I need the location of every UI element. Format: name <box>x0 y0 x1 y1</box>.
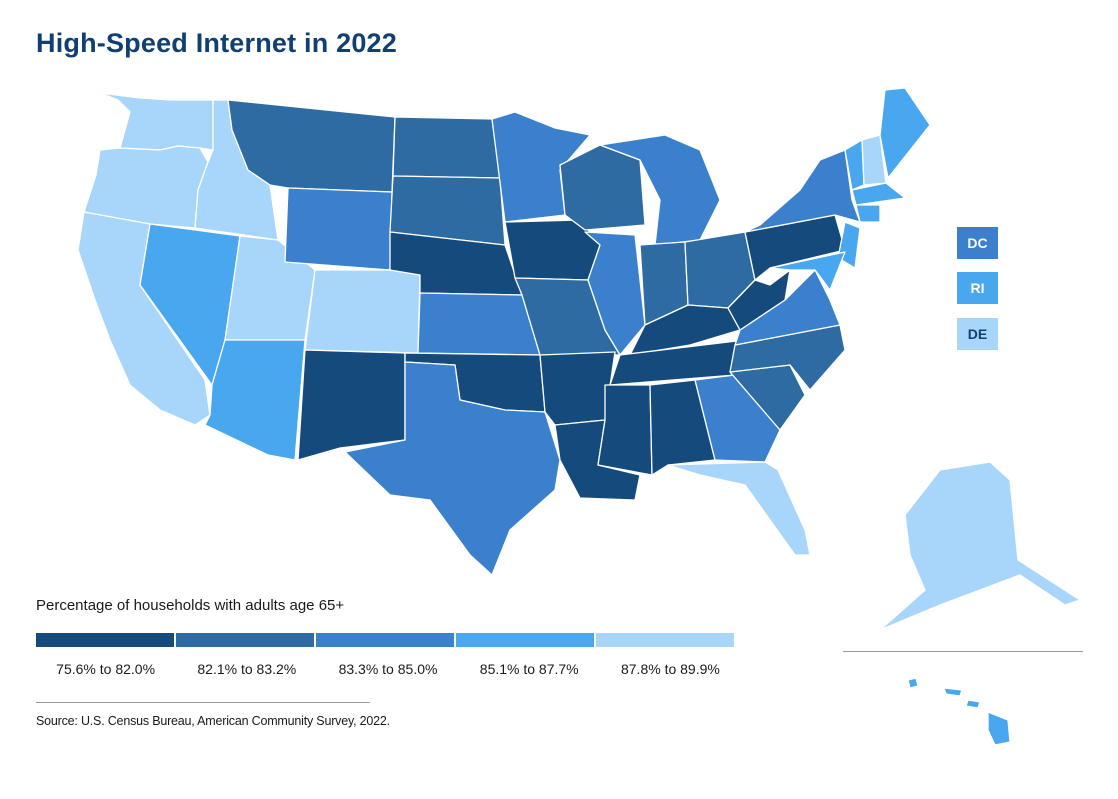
state-ks <box>417 292 541 356</box>
source-note: Source: U.S. Census Bureau, American Com… <box>36 714 390 728</box>
ri-label: RI <box>970 280 985 296</box>
legend-swatch-1 <box>36 633 174 647</box>
legend-swatch-3 <box>316 633 454 647</box>
dc-label: DC <box>967 235 988 251</box>
state-mn <box>491 111 591 223</box>
de-marker: DE <box>957 318 998 350</box>
state-ga <box>694 374 781 463</box>
state-wa <box>99 92 214 151</box>
de-label: DE <box>967 326 988 342</box>
state-ms <box>597 384 653 476</box>
legend-label-2: 82.1% to 83.2% <box>197 661 297 677</box>
state-il <box>584 231 646 356</box>
state-nd <box>392 116 501 179</box>
state-nm <box>297 349 406 461</box>
legend-title: Percentage of households with adults age… <box>36 597 345 614</box>
legend-bars <box>36 633 742 647</box>
state-ak <box>879 461 1081 631</box>
state-fl <box>667 461 811 556</box>
state-az <box>204 339 306 461</box>
legend-label-3: 83.3% to 85.0% <box>338 661 438 677</box>
state-tx <box>344 361 561 576</box>
state-ma <box>851 182 906 206</box>
state-ar <box>539 351 616 426</box>
legend-label-1: 75.6% to 82.0% <box>56 661 156 677</box>
legend-label-5: 87.8% to 89.9% <box>620 661 720 677</box>
state-co <box>304 269 421 354</box>
legend-swatch-4 <box>456 633 594 647</box>
legend: 75.6% to 82.0% 82.1% to 83.2% 83.3% to 8… <box>36 633 742 677</box>
state-ny <box>744 149 861 233</box>
state-md <box>769 251 846 291</box>
legend-label-4: 85.1% to 87.7% <box>479 661 579 677</box>
legend-labels: 75.6% to 82.0% 82.1% to 83.2% 83.3% to 8… <box>36 647 742 677</box>
state-al <box>649 379 716 476</box>
state-hi <box>907 677 1011 746</box>
inset-divider <box>843 651 1083 652</box>
ri-marker: RI <box>957 272 998 304</box>
state-wy <box>284 187 393 271</box>
dc-marker: DC <box>957 227 998 259</box>
state-ct <box>855 204 881 223</box>
legend-swatch-2 <box>176 633 314 647</box>
source-divider <box>36 702 370 703</box>
legend-swatch-5 <box>596 633 734 647</box>
map-title: High-Speed Internet in 2022 <box>36 28 397 58</box>
state-me <box>879 87 931 179</box>
